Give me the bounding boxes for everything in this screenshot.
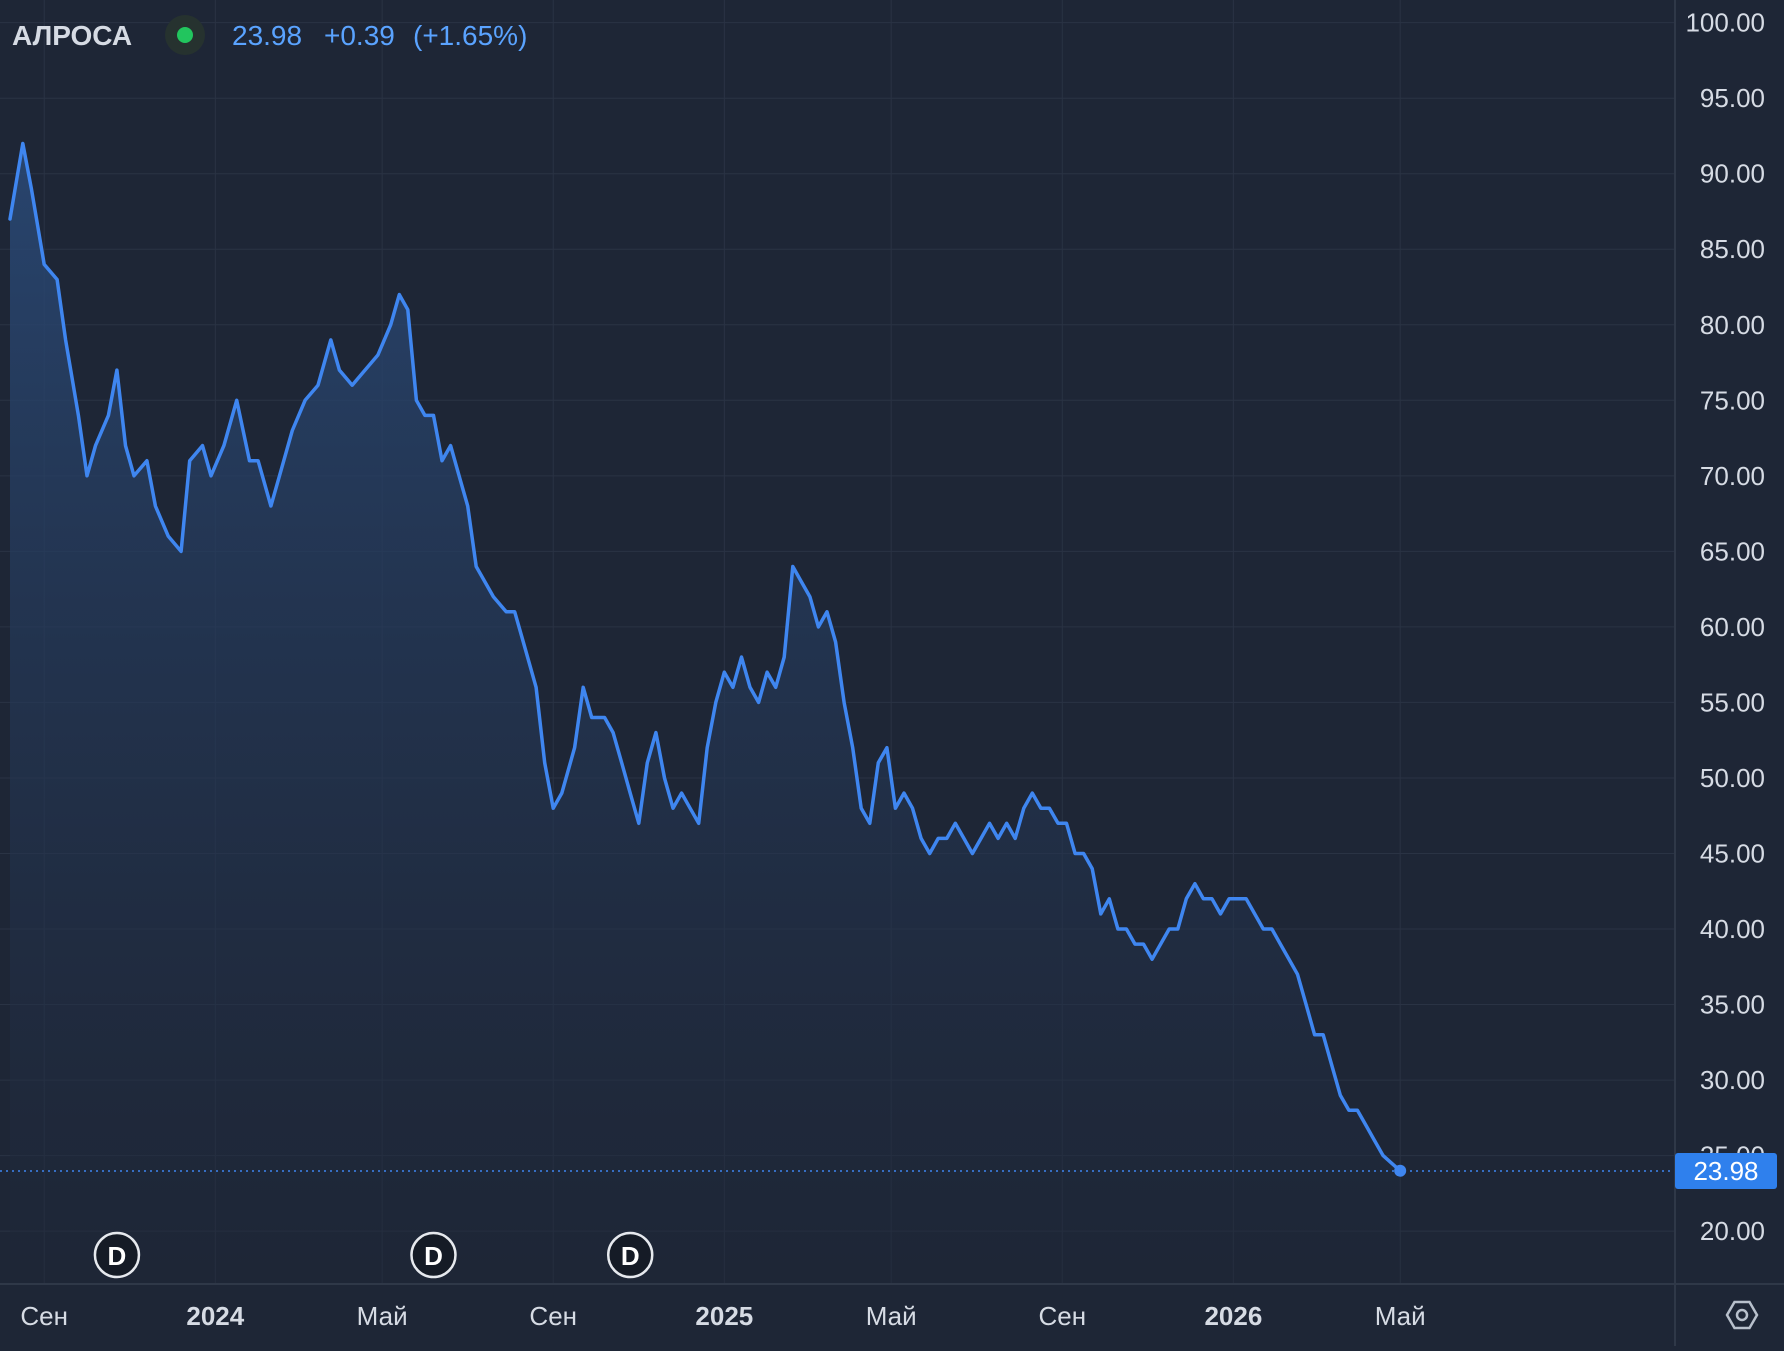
price-change-pct: (+1.65%)	[413, 20, 527, 51]
y-tick-label: 75.00	[1700, 385, 1765, 415]
last-point	[1394, 1164, 1407, 1177]
x-tick-label: Сен	[1038, 1301, 1086, 1331]
price-line	[8, 141, 1402, 1173]
dividend-marker	[93, 1231, 141, 1279]
y-tick-label: 50.00	[1700, 763, 1765, 793]
y-tick-label: 30.00	[1700, 1065, 1765, 1095]
y-tick-label: 90.00	[1700, 159, 1765, 189]
price-change: +0.39	[324, 20, 395, 51]
plot-area	[0, 141, 1675, 1284]
last-price: 23.98	[232, 20, 302, 51]
ticker-label: АЛРОСА	[12, 20, 132, 51]
x-tick-label: 2024	[186, 1301, 244, 1331]
y-tick-label: 60.00	[1700, 612, 1765, 642]
dividend-marker	[606, 1231, 654, 1279]
x-tick-label: 2026	[1204, 1301, 1262, 1331]
y-axis: 20.0025.0030.0035.0040.0045.0050.0055.00…	[1685, 8, 1765, 1246]
dividend-marker-label: D	[424, 1241, 443, 1271]
gear-hexagon-icon	[1725, 1300, 1759, 1330]
y-tick-label: 85.00	[1700, 234, 1765, 264]
dividend-marker-label: D	[108, 1241, 127, 1271]
y-tick-label: 80.00	[1700, 310, 1765, 340]
last-price-tag-label: 23.98	[1693, 1156, 1758, 1186]
chart-settings-button[interactable]	[1725, 1300, 1759, 1330]
chart-header: АЛРОСА 23.98 +0.39 (+1.65%)	[12, 15, 527, 55]
y-tick-label: 55.00	[1700, 687, 1765, 717]
x-tick-label: 2025	[695, 1301, 753, 1331]
y-tick-label: 20.00	[1700, 1216, 1765, 1246]
x-axis: Сен 2024 Май Сен 2025 Май Сен 2026 Май	[20, 1301, 1425, 1331]
x-tick-label: Сен	[20, 1301, 68, 1331]
gear-hexagon-icon-center	[1735, 1308, 1749, 1322]
y-tick-label: 70.00	[1700, 461, 1765, 491]
dividend-marker-label: D	[621, 1241, 640, 1271]
y-tick-label: 40.00	[1700, 914, 1765, 944]
y-tick-label: 35.00	[1700, 990, 1765, 1020]
last-price-tag-bg	[1675, 1153, 1777, 1189]
x-tick-label: Сен	[529, 1301, 577, 1331]
x-tick-label: Май	[357, 1301, 408, 1331]
last-price-tag: 23.98	[1675, 1153, 1777, 1189]
x-tick-label: Май	[1375, 1301, 1426, 1331]
y-tick-label: 95.00	[1700, 83, 1765, 113]
x-tick-label: Май	[866, 1301, 917, 1331]
y-tick-label: 45.00	[1700, 838, 1765, 868]
price-area	[10, 143, 1401, 1284]
y-tick-label: 65.00	[1700, 536, 1765, 566]
status-dot	[177, 27, 193, 43]
dividend-marker	[410, 1231, 457, 1279]
y-tick-label: 100.00	[1685, 8, 1765, 38]
